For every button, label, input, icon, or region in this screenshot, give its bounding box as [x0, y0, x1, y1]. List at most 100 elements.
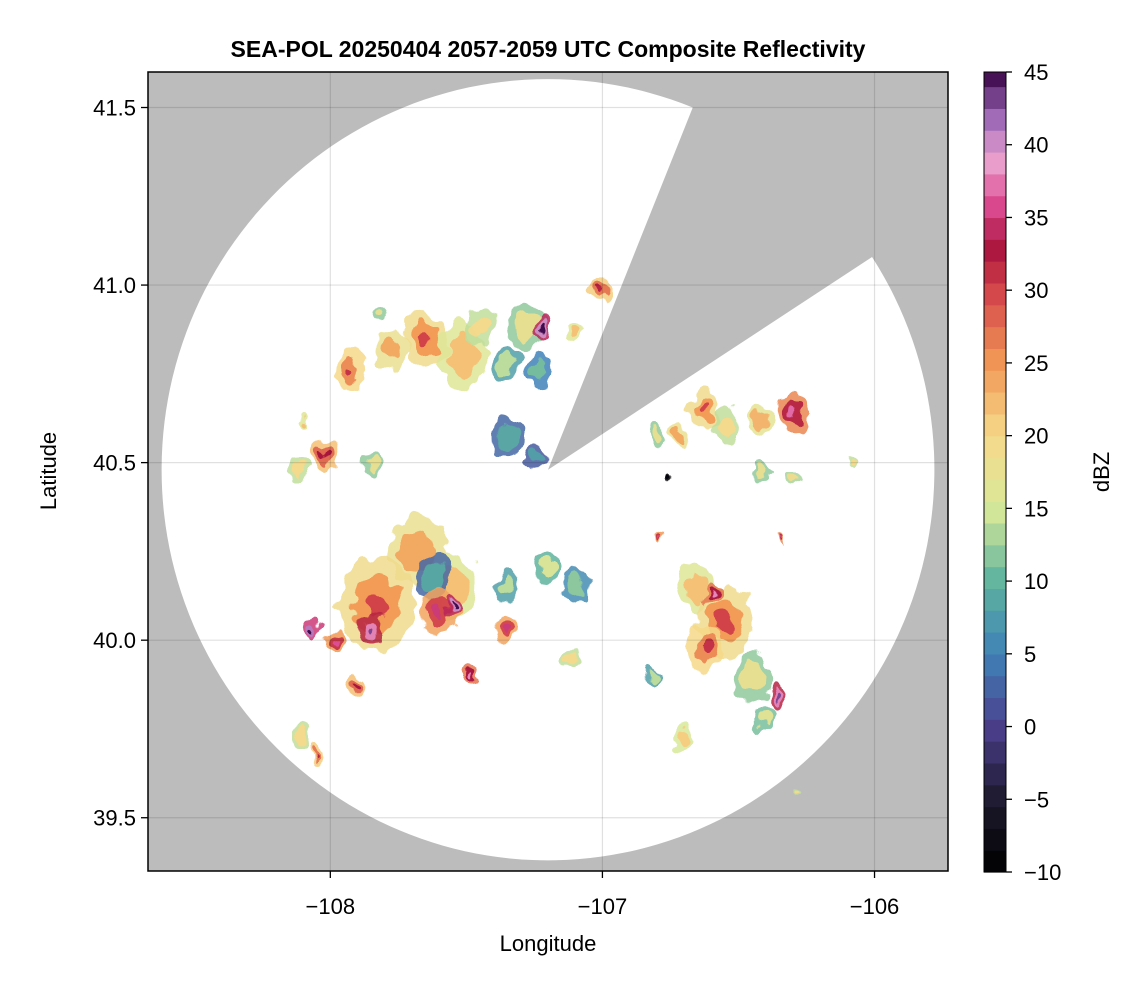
colorbar-segment — [984, 566, 1006, 589]
echo-core — [419, 330, 432, 346]
echo-cell — [849, 458, 856, 467]
echo-core — [774, 693, 780, 701]
colorbar-segment — [984, 108, 1006, 131]
echo-core — [540, 325, 545, 331]
colorbar-segment — [984, 86, 1006, 109]
y-tick-label: 39.5 — [93, 806, 136, 831]
colorbar-segment — [984, 392, 1006, 415]
colorbar-segment — [984, 130, 1006, 153]
colorbar-tick-label: 10 — [1024, 569, 1048, 594]
echo-cell — [445, 336, 477, 376]
echo-core — [315, 751, 319, 756]
echo-core — [661, 532, 664, 535]
y-tick-label: 41.5 — [93, 96, 136, 121]
echo-core — [366, 591, 387, 618]
colorbar-label: dBZ — [1089, 452, 1114, 492]
y-axis: 39.5 40.0 40.5 41.0 41.5 — [93, 96, 148, 831]
colorbar-frame — [983, 71, 1007, 873]
plot-area — [148, 72, 948, 871]
colorbar-segment — [984, 173, 1006, 197]
x-tick-label: −106 — [850, 894, 900, 919]
echo-cell — [668, 478, 672, 483]
echo-cell — [717, 417, 733, 438]
echo-core — [700, 640, 711, 654]
grid-lines — [148, 72, 948, 871]
colorbar-segment — [984, 152, 1006, 175]
echo-cell — [789, 475, 797, 486]
echo-layer — [288, 276, 858, 797]
colorbar-segment — [984, 653, 1006, 677]
colorbar-segment — [984, 195, 1006, 219]
colorbar-segment — [984, 501, 1006, 524]
echo-core — [434, 605, 445, 619]
echo-cell — [499, 353, 515, 374]
echo-cell — [470, 315, 490, 341]
colorbar: −10 −5 0 5 10 15 20 25 30 35 40 45 — [983, 60, 1061, 885]
echo-cell — [678, 732, 690, 748]
echo-cell — [753, 411, 767, 429]
colorbar-segment — [984, 457, 1006, 480]
chart-title: SEA-POL 20250404 2057-2059 UTC Composite… — [231, 36, 866, 62]
colorbar-segment — [984, 413, 1006, 437]
colorbar-segment — [984, 435, 1006, 459]
colorbar-segment — [984, 72, 1006, 88]
plot-frame — [147, 71, 949, 872]
colorbar-segment — [984, 741, 1006, 764]
echo-core — [597, 285, 603, 292]
echo-cell — [514, 312, 538, 343]
echo-cell — [567, 576, 583, 597]
colorbar-segment — [984, 762, 1006, 786]
y-axis-label: Latitude — [36, 432, 61, 510]
y-tick-label: 41.0 — [93, 273, 136, 298]
colorbar-tick-label: −5 — [1024, 787, 1049, 812]
echo-core — [709, 591, 714, 597]
echo-core — [783, 539, 786, 542]
colorbar-segment — [984, 610, 1006, 633]
echo-cell — [528, 448, 541, 463]
colorbar-tick-label: 25 — [1024, 351, 1048, 376]
colorbar-tick-label: 5 — [1024, 642, 1036, 667]
echo-cell — [740, 660, 764, 691]
colorbar-segment — [984, 217, 1006, 240]
echo-cell — [647, 670, 656, 681]
colorbar-segment — [984, 828, 1006, 851]
echo-cell — [423, 562, 445, 590]
colorbar-segment — [984, 348, 1006, 371]
colorbar-segment — [984, 588, 1006, 611]
x-tick-label: −108 — [306, 894, 356, 919]
echo-cell — [672, 426, 685, 442]
colorbar-segment — [984, 632, 1006, 655]
echo-cell — [540, 559, 556, 580]
colorbar-segment — [984, 784, 1006, 808]
colorbar-segment — [984, 544, 1006, 568]
echo-core — [451, 602, 455, 607]
colorbar-segment — [984, 282, 1006, 306]
colorbar-segment — [984, 719, 1006, 742]
colorbar-tick-label: 30 — [1024, 278, 1048, 303]
colorbar-segment — [984, 850, 1006, 873]
colorbar-tick-label: 40 — [1024, 133, 1048, 158]
echo-core — [367, 625, 375, 634]
echo-cell — [796, 790, 801, 796]
echo-cell — [291, 462, 304, 478]
echo-core — [321, 451, 329, 460]
echo-core — [717, 612, 733, 633]
echo-cell — [380, 336, 400, 362]
colorbar-segment — [984, 522, 1006, 546]
echo-core — [333, 636, 339, 644]
x-axis: −108 −107 −106 — [306, 871, 900, 919]
echo-core — [345, 364, 354, 376]
colorbar-segment — [984, 239, 1006, 262]
y-tick-label: 40.5 — [93, 451, 136, 476]
colorbar-tick-label: −10 — [1024, 860, 1061, 885]
echo-core — [788, 407, 797, 419]
colorbar-tick-label: 0 — [1024, 715, 1036, 740]
echo-cell — [755, 463, 766, 476]
echo-cell — [300, 416, 306, 424]
echo-core — [469, 673, 474, 679]
colorbar-segment — [984, 675, 1006, 699]
colorbar-tick-label: 15 — [1024, 496, 1048, 521]
colorbar-tick-label: 45 — [1024, 60, 1048, 85]
echo-cell — [297, 728, 309, 744]
